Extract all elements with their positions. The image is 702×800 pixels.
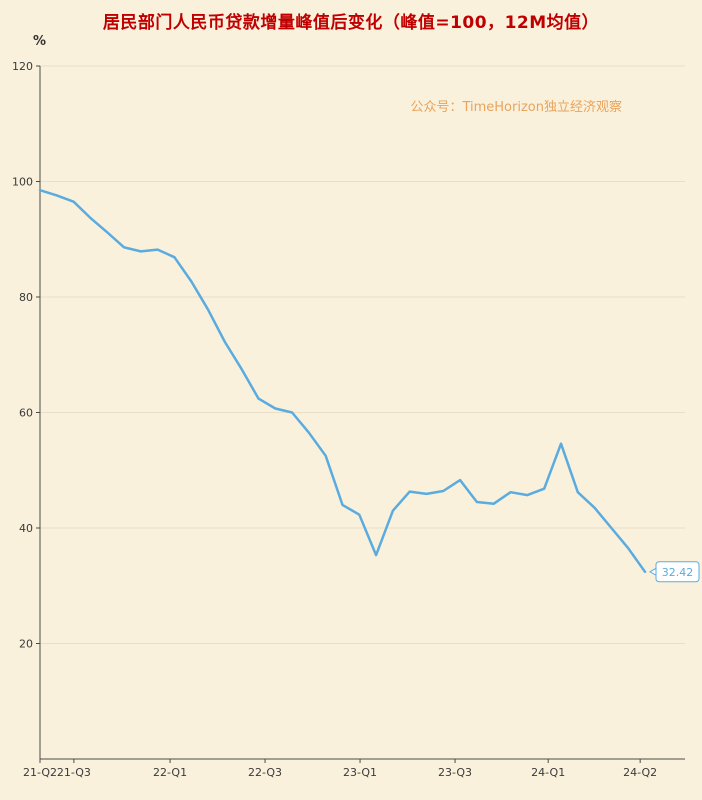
end-value-label: 32.42 <box>662 566 694 579</box>
x-tick-label: 22-Q1 <box>153 766 187 779</box>
x-tick-label: 23-Q1 <box>343 766 377 779</box>
x-tick-label: 22-Q3 <box>248 766 282 779</box>
watermark-text: 公众号：TimeHorizon独立经济观察 <box>410 100 622 115</box>
y-tick-label: 20 <box>19 638 33 651</box>
y-tick-label: 60 <box>19 407 33 420</box>
chart-title: 居民部门人民币贷款增量峰值后变化（峰值=100，12M均值） <box>102 13 600 33</box>
y-tick-label: 80 <box>19 291 33 304</box>
x-tick-label: 23-Q3 <box>438 766 472 779</box>
y-tick-label: 120 <box>12 60 33 73</box>
y-tick-label: 100 <box>12 176 33 189</box>
x-tick-label: 24-Q1 <box>531 766 565 779</box>
x-tick-label: 21-Q3 <box>57 766 91 779</box>
end-value-label-box <box>655 561 700 583</box>
series-line <box>38 188 647 574</box>
y-tick-label: 40 <box>19 522 33 535</box>
y-axis-unit-label: % <box>33 34 47 49</box>
x-tick-label: 21-Q2 <box>23 766 57 779</box>
x-tick-label: 24-Q2 <box>623 766 657 779</box>
